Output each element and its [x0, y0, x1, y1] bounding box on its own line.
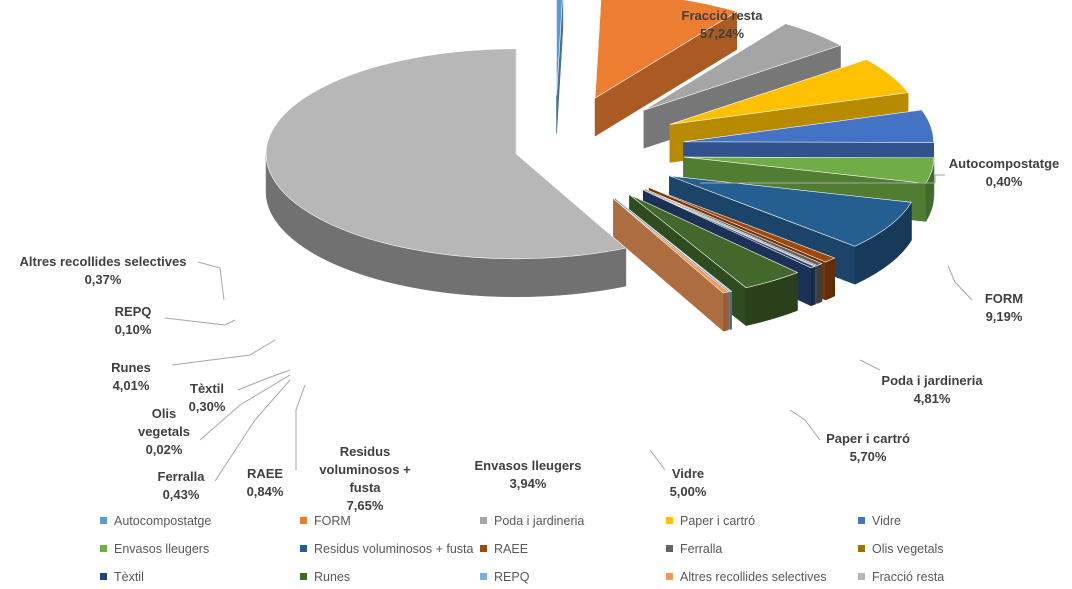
- legend-item-runes: Runes: [300, 570, 350, 584]
- legend-label: Vidre: [872, 514, 901, 528]
- leader-line-ferralla: [214, 379, 291, 482]
- leader-line-olis-vegetals: [199, 374, 291, 441]
- leader-line-autocompostatge: [700, 174, 945, 184]
- legend-item-repq: REPQ: [480, 570, 530, 584]
- legend-item-ferralla: Ferralla: [666, 542, 722, 556]
- legend-item-raee: RAEE: [480, 542, 528, 556]
- data-label-altres-recollides-selectives: Altres recollides selectives 0,37%: [20, 254, 187, 287]
- legend-label: RAEE: [494, 542, 528, 556]
- slice-autocompostatge: [556, 0, 564, 134]
- leader-line-textil: [237, 369, 291, 391]
- legend-label: REPQ: [494, 570, 530, 584]
- legend-swatch: [480, 545, 487, 552]
- legend-swatch: [666, 517, 673, 524]
- legend-swatch: [858, 517, 865, 524]
- legend-label: Envasos lleugers: [114, 542, 209, 556]
- legend-label: Residus voluminosos + fusta: [314, 542, 474, 556]
- pie-slices: [265, 0, 935, 332]
- data-label-form: FORM 9,19%: [985, 291, 1023, 324]
- data-label-residus-voluminosos-fusta: Residus voluminosos + fusta 7,65%: [319, 444, 411, 513]
- legend-item-altres-recollides-selectives: Altres recollides selectives: [666, 570, 827, 584]
- legend-item-envasos-lleugers: Envasos lleugers: [100, 542, 209, 556]
- legend-swatch: [480, 517, 487, 524]
- legend-label: FORM: [314, 514, 351, 528]
- legend-item-fraccio-resta: Fracció resta: [858, 570, 944, 584]
- legend-label: Ferralla: [680, 542, 722, 556]
- leader-line-poda-i-jardineria: [859, 359, 881, 371]
- leader-line-paper-i-cartro: [789, 409, 821, 441]
- legend-item-textil: Tèxtil: [100, 570, 144, 584]
- legend-item-olis-vegetals: Olis vegetals: [858, 542, 944, 556]
- data-label-fraccio-resta: Fracció resta 57,24%: [682, 8, 764, 41]
- leader-line-form: [947, 265, 973, 301]
- legend-swatch: [100, 573, 107, 580]
- data-labels: Autocompostatge 0,40% FORM 9,19% Poda i jard…: [20, 8, 1060, 513]
- legend-label: Tèxtil: [114, 570, 144, 584]
- legend-label: Paper i cartró: [680, 514, 755, 528]
- data-label-autocompostatge: Autocompostatge 0,40%: [949, 156, 1060, 189]
- legend-label: Runes: [314, 570, 350, 584]
- legend-item-vidre: Vidre: [858, 514, 901, 528]
- legend-item-form: FORM: [300, 514, 351, 528]
- data-label-repq: REPQ 0,10%: [115, 304, 152, 337]
- leader-line-altres-recollides-selectives: [197, 261, 225, 301]
- data-label-paper-i-cartro: Paper i cartró 5,70%: [826, 431, 910, 464]
- legend-swatch: [666, 573, 673, 580]
- leader-line-repq: [164, 317, 236, 326]
- leader-line-raee: [295, 384, 306, 470]
- legend-swatch: [858, 573, 865, 580]
- leader-line-vidre: [649, 449, 666, 471]
- legend-swatch: [100, 517, 107, 524]
- data-label-envasos-lleugers: Envasos lleugers 3,94%: [475, 458, 582, 491]
- slice-fraccio-resta: [265, 48, 627, 298]
- data-label-runes: Runes 4,01%: [111, 360, 151, 393]
- legend-label: Poda i jardineria: [494, 514, 584, 528]
- data-label-olis-vegetals: Olis vegetals 0,02%: [138, 406, 190, 457]
- legend-swatch: [300, 517, 307, 524]
- legend-swatch: [300, 545, 307, 552]
- legend-label: Altres recollides selectives: [680, 570, 827, 584]
- leader-line-runes: [171, 339, 276, 366]
- data-label-ferralla: Ferralla 0,43%: [158, 469, 206, 502]
- legend-item-residus-voluminosos-fusta: Residus voluminosos + fusta: [300, 542, 474, 556]
- legend-label: Olis vegetals: [872, 542, 944, 556]
- data-label-poda-i-jardineria: Poda i jardineria 4,81%: [881, 373, 983, 406]
- slice-altres-recollides-selectives: [613, 198, 730, 332]
- legend-swatch: [858, 545, 865, 552]
- legend-swatch: [100, 545, 107, 552]
- legend-label: Fracció resta: [872, 570, 944, 584]
- data-label-raee: RAEE 0,84%: [247, 466, 284, 499]
- legend-swatch: [300, 573, 307, 580]
- legend-swatch: [480, 573, 487, 580]
- data-label-vidre: Vidre 5,00%: [670, 466, 707, 499]
- data-label-textil: Tèxtil 0,30%: [189, 381, 226, 414]
- slice-form: [594, 0, 738, 137]
- legend-item-paper-i-cartro: Paper i cartró: [666, 514, 755, 528]
- legend: Autocompostatge FORM Poda i jardineria Pape…: [100, 514, 944, 584]
- legend-item-poda-i-jardineria: Poda i jardineria: [480, 514, 584, 528]
- legend-swatch: [666, 545, 673, 552]
- legend-item-autocompostatge: Autocompostatge: [100, 514, 211, 528]
- legend-label: Autocompostatge: [114, 514, 211, 528]
